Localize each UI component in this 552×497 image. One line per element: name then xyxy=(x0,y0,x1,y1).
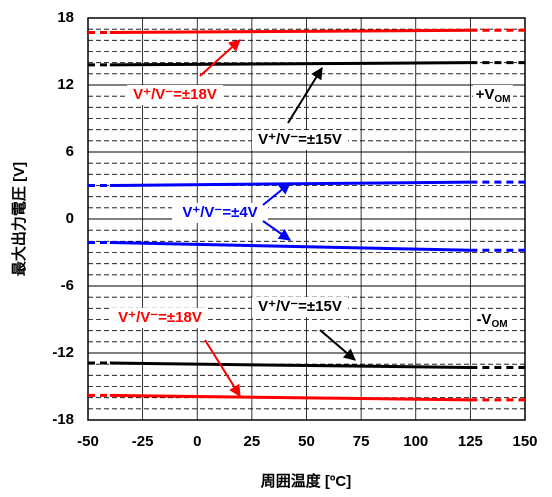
annotation-bg xyxy=(112,308,208,328)
annotation-bg xyxy=(127,85,223,105)
y-tick-label: 18 xyxy=(57,9,74,26)
annotation: V⁺/V⁻=±18V xyxy=(118,309,202,326)
annotation: V⁺/V⁻=±15V xyxy=(258,298,342,315)
annotation: V⁺/V⁻=±4V xyxy=(182,204,257,221)
x-tick-label: 25 xyxy=(244,433,261,450)
annotation-sub: OM xyxy=(491,319,507,330)
x-tick-label: 150 xyxy=(512,433,537,450)
x-tick-label: 0 xyxy=(193,433,201,450)
annotation-arrow xyxy=(199,39,241,77)
annotation-text: V⁺/V⁻=±15V xyxy=(258,131,342,148)
y-tick-label: -18 xyxy=(52,411,74,428)
line-segment xyxy=(109,393,471,402)
y-tick-label: 12 xyxy=(57,76,74,93)
x-tick-label: -50 xyxy=(77,433,99,450)
annotation-arrow xyxy=(262,182,291,206)
annotation-bg xyxy=(172,203,268,223)
x-tick-label: 50 xyxy=(298,433,315,450)
y-tick-label: 0 xyxy=(66,210,74,227)
line-segment xyxy=(109,28,471,35)
annotation: V⁺/V⁻=±15V xyxy=(258,131,342,148)
annotation-arrow xyxy=(204,339,241,398)
annotation-text: V⁺/V⁻=±18V xyxy=(133,86,217,103)
y-tick-label: -6 xyxy=(61,277,74,294)
x-tick-label: 125 xyxy=(458,433,483,450)
annotation: +VOM xyxy=(476,86,511,105)
annotation-arrow xyxy=(287,66,323,124)
y-tick-label: -12 xyxy=(52,344,74,361)
annotation-text: V⁺/V⁻=±18V xyxy=(118,309,202,326)
annotation-text: V⁺/V⁻=±15V xyxy=(258,298,342,315)
annotation: -VOM xyxy=(476,311,507,330)
x-tick-label: 100 xyxy=(403,433,428,450)
annotation-text: -V xyxy=(476,311,491,328)
annotation-bg xyxy=(252,130,348,150)
y-axis-label: 最大出力電圧 [V] xyxy=(10,162,28,276)
line-segment xyxy=(109,361,471,370)
annotation-text: V⁺/V⁻=±4V xyxy=(182,204,257,221)
annotation-text: +V xyxy=(476,86,495,103)
x-tick-label: -25 xyxy=(132,433,154,450)
annotation-bg xyxy=(473,85,513,105)
annotation: V⁺/V⁻=±18V xyxy=(133,86,217,103)
annotation-sub: OM xyxy=(494,94,510,105)
plot-frame xyxy=(87,17,526,421)
x-tick-label: 75 xyxy=(353,433,370,450)
annotation-bg xyxy=(472,310,512,330)
line-segment xyxy=(109,61,471,67)
y-tick-label: 6 xyxy=(66,143,74,160)
annotation-arrow xyxy=(319,329,356,361)
x-axis-label: 周囲温度 [ºC] xyxy=(261,472,351,490)
line-segment xyxy=(109,240,471,252)
annotation-arrow xyxy=(262,220,291,241)
annotation-bg xyxy=(252,297,348,317)
